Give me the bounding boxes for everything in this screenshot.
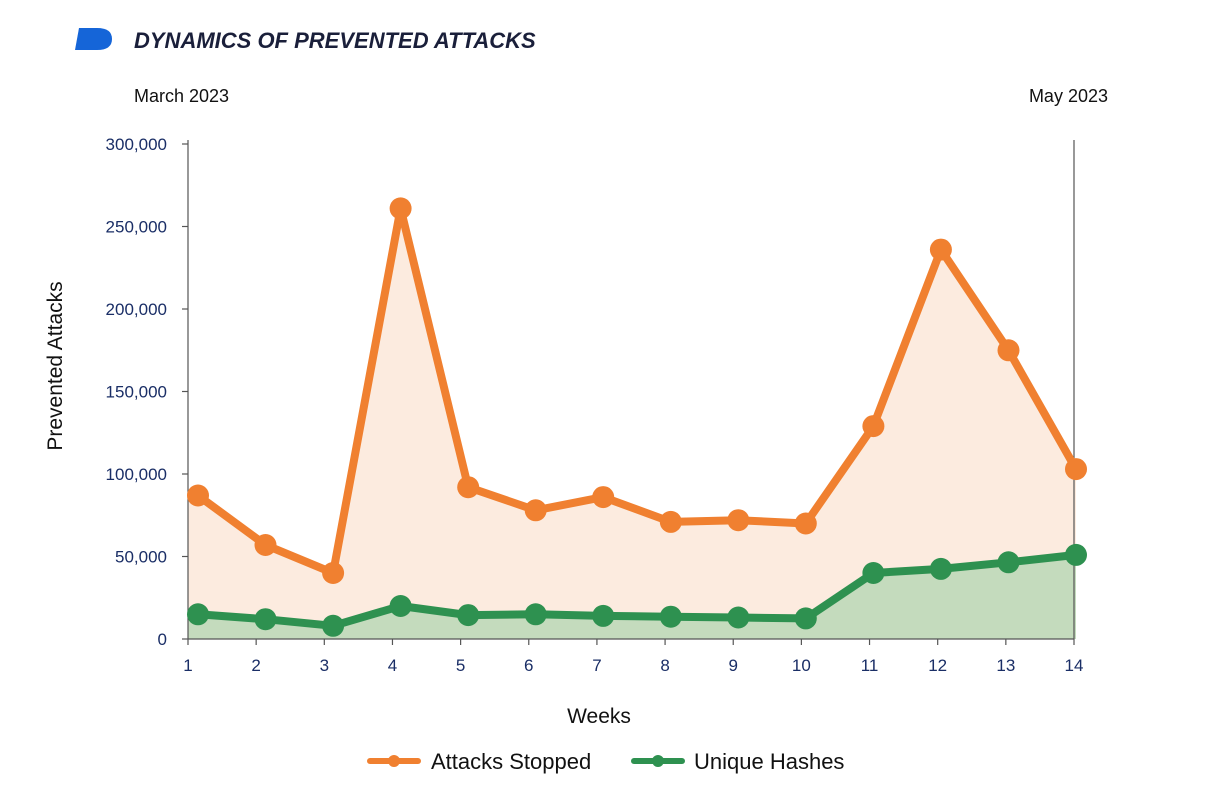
data-point-series-1-week-3 xyxy=(322,562,345,584)
data-point-series-1-week-4 xyxy=(389,197,412,220)
data-point-series-1-week-9 xyxy=(727,509,750,532)
data-point-series-2-week-8 xyxy=(659,605,682,628)
y-tick-label: 250,000 xyxy=(106,218,167,237)
data-point-series-1-week-14 xyxy=(1065,458,1087,481)
y-tick-label: 150,000 xyxy=(106,383,167,402)
data-point-series-2-week-1 xyxy=(187,603,209,626)
area-series-2 xyxy=(188,554,1076,639)
data-point-series-1-week-8 xyxy=(659,510,682,533)
x-tick-label: 2 xyxy=(251,656,260,675)
x-tick-label: 11 xyxy=(861,656,879,675)
legend-label: Attacks Stopped xyxy=(431,749,591,774)
x-axis-title: Weeks xyxy=(567,705,631,728)
data-point-series-1-week-7 xyxy=(592,486,615,509)
data-point-series-2-week-3 xyxy=(322,614,345,637)
y-tick-label: 50,000 xyxy=(115,548,167,567)
x-tick-label: 5 xyxy=(456,656,465,675)
y-tick-label: 300,000 xyxy=(106,135,167,154)
legend: Attacks Stopped Unique Hashes xyxy=(367,749,844,774)
y-tick-label: 0 xyxy=(158,630,167,649)
data-point-series-1-week-13 xyxy=(997,339,1020,362)
y-tick-label: 200,000 xyxy=(106,300,167,319)
data-point-series-2-week-7 xyxy=(592,604,615,627)
x-tick-label: 9 xyxy=(728,656,737,675)
data-point-series-2-week-2 xyxy=(254,608,277,631)
area-series-1 xyxy=(188,208,1076,639)
legend-label: Unique Hashes xyxy=(694,749,844,774)
data-point-series-1-week-12 xyxy=(929,238,952,261)
axes: 0 50,000 100,000 150,000 200,000 250,000 300,0… xyxy=(106,135,1084,675)
y-tick-label: 100,000 xyxy=(106,465,167,484)
data-point-series-1-week-11 xyxy=(862,415,885,438)
data-point-series-2-week-10 xyxy=(794,607,817,630)
x-tick-label: 6 xyxy=(524,656,533,675)
data-point-series-2-week-14 xyxy=(1065,543,1087,566)
x-tick-label: 12 xyxy=(928,656,947,675)
x-tick-label: 14 xyxy=(1065,656,1084,675)
data-point-series-1-week-1 xyxy=(187,484,209,507)
data-point-series-2-week-4 xyxy=(389,595,412,617)
data-point-series-1-week-5 xyxy=(457,476,480,499)
data-point-series-2-week-11 xyxy=(862,562,885,584)
data-point-series-1-week-10 xyxy=(794,512,817,535)
x-tick-label: 1 xyxy=(183,656,192,675)
area-layer xyxy=(188,208,1076,639)
x-tick-label: 4 xyxy=(388,656,397,675)
brand-logo-icon xyxy=(75,28,112,50)
x-tick-label: 8 xyxy=(660,656,669,675)
data-point-series-2-week-5 xyxy=(457,604,480,627)
x-tick-label: 3 xyxy=(320,656,329,675)
line-series-1 xyxy=(194,204,1080,577)
period-end-label: May 2023 xyxy=(1029,86,1108,106)
x-tick-label: 13 xyxy=(996,656,1015,675)
y-axis-title: Prevented Attacks xyxy=(44,281,67,450)
data-point-series-2-week-12 xyxy=(929,557,952,580)
data-point-series-2-week-13 xyxy=(997,551,1020,574)
line-layer xyxy=(194,204,1080,630)
point-layer xyxy=(187,197,1087,637)
chart-title: DYNAMICS OF PREVENTED ATTACKS xyxy=(134,28,536,53)
legend-point-marker xyxy=(388,755,400,767)
period-start-label: March 2023 xyxy=(134,86,229,106)
data-point-series-1-week-2 xyxy=(254,534,277,556)
x-tick-label: 10 xyxy=(792,656,811,675)
x-tick-label: 7 xyxy=(592,656,601,675)
data-point-series-1-week-6 xyxy=(524,499,547,522)
legend-point-marker xyxy=(652,755,664,767)
legend-item-series-2: Unique Hashes xyxy=(631,749,844,774)
legend-item-series-1: Attacks Stopped xyxy=(367,749,591,774)
line-series-2 xyxy=(194,550,1080,630)
data-point-series-2-week-9 xyxy=(727,606,750,629)
data-point-series-2-week-6 xyxy=(524,603,547,626)
